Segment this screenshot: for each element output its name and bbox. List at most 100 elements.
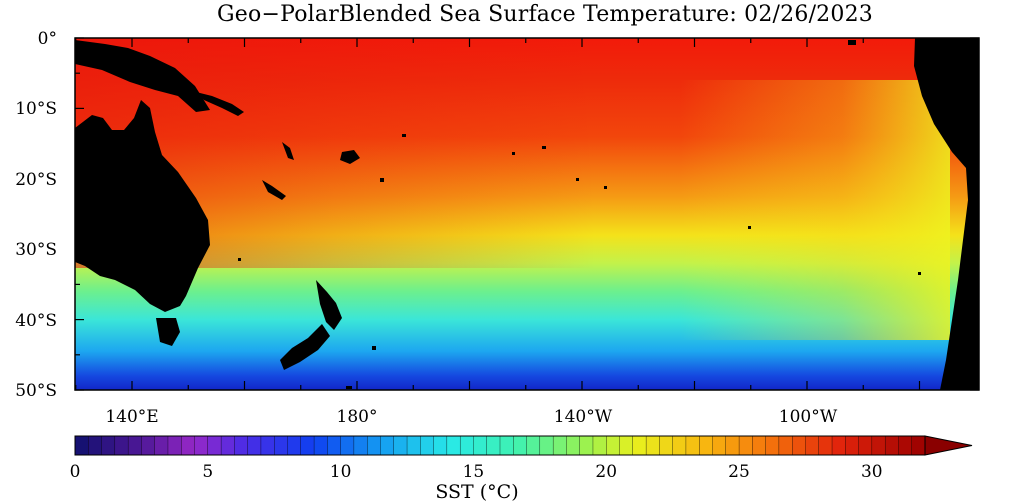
- colorbar-cell: [260, 435, 275, 456]
- colorbar-tick-label: 10: [330, 462, 352, 482]
- colorbar-cell: [792, 435, 806, 456]
- colorbar-frame: [74, 435, 926, 456]
- colorbar-tick-label: 20: [595, 462, 617, 482]
- solomon-islands: [196, 92, 244, 116]
- colorbar-tick-label: 30: [861, 462, 883, 482]
- colorbar-cell: [420, 435, 434, 456]
- colorbar-cell: [207, 435, 222, 456]
- lon-label: 180°: [337, 407, 378, 427]
- colorbar-cell: [659, 435, 674, 456]
- colorbar-cell: [911, 435, 926, 456]
- colorbar-cell: [74, 435, 89, 456]
- land: [75, 38, 979, 390]
- colorbar-cell: [499, 435, 514, 456]
- eastern-upwelling: [680, 80, 950, 340]
- colorbar-cell: [765, 435, 780, 456]
- colorbar-cell: [752, 435, 766, 456]
- lat-label: 20°S: [15, 170, 57, 190]
- tasmania: [156, 318, 180, 346]
- new-zealand-south: [280, 324, 330, 370]
- colorbar-cell: [592, 435, 607, 456]
- colorbar-cell: [632, 435, 647, 456]
- colorbar-cell: [672, 435, 687, 456]
- lat-label: 50°S: [15, 381, 57, 401]
- lat-label: 10°S: [15, 99, 57, 119]
- axis-ticks: [75, 37, 979, 391]
- colorbar-cell: [858, 435, 873, 456]
- colorbar-cell: [845, 435, 859, 456]
- colorbar-cell: [699, 435, 713, 456]
- sst-field: [75, 38, 979, 390]
- colorbar-cell: [433, 435, 448, 456]
- colorbar-cell: [101, 435, 116, 456]
- map-title: Geo−PolarBlended Sea Surface Temperature…: [217, 2, 873, 27]
- colorbar-cell: [367, 435, 381, 456]
- polynesia-islet: [512, 152, 515, 155]
- colorbar-cell: [725, 435, 740, 456]
- colorbar-cell: [167, 435, 182, 456]
- lat-label: 40°S: [15, 311, 57, 331]
- islet: [748, 226, 751, 229]
- polynesia-islet: [542, 146, 546, 149]
- islet: [402, 134, 406, 137]
- colorbar-cell: [340, 435, 355, 456]
- colorbar-tick-label: 25: [728, 462, 750, 482]
- colorbar-cell: [406, 435, 421, 456]
- vanuatu: [282, 142, 294, 160]
- colorbar-tick-label: 0: [70, 462, 81, 482]
- colorbar-cell: [606, 435, 620, 456]
- colorbar-cell: [300, 435, 315, 456]
- colorbar-cell: [88, 435, 102, 456]
- colorbar-tick-label: 15: [463, 462, 485, 482]
- colorbar-cell: [194, 435, 209, 456]
- colorbar-cell: [778, 435, 793, 456]
- lon-label: 140°E: [105, 407, 158, 427]
- colorbar-cell: [831, 435, 846, 456]
- colorbar-cell: [327, 435, 341, 456]
- colorbar-cell: [473, 435, 488, 456]
- colorbar: [74, 435, 926, 456]
- colorbar-cell: [486, 435, 501, 456]
- colorbar-cell: [513, 435, 527, 456]
- colorbar-cell: [539, 435, 554, 456]
- lord-howe-islet: [238, 258, 241, 261]
- lat-label: 30°S: [15, 240, 57, 260]
- lon-label: 100°W: [779, 407, 838, 427]
- colorbar-overflow-arrow: [924, 435, 973, 456]
- colorbar-cell: [871, 435, 886, 456]
- colorbar-cell: [645, 435, 660, 456]
- colorbar-cell: [287, 435, 302, 456]
- lon-label: 140°W: [554, 407, 613, 427]
- colorbar-cell: [274, 435, 288, 456]
- colorbar-cell: [247, 435, 262, 456]
- colorbar-cell: [619, 435, 634, 456]
- new-guinea: [75, 40, 210, 112]
- colorbar-cell: [353, 435, 368, 456]
- colorbar-cell: [393, 435, 408, 456]
- colorbar-cell: [526, 435, 541, 456]
- colorbar-cell: [446, 435, 461, 456]
- colorbar-cell: [114, 435, 129, 456]
- colorbar-cell: [712, 435, 727, 456]
- colorbar-tick-label: 5: [202, 462, 213, 482]
- colorbar-cell: [141, 435, 156, 456]
- colorbar-cell: [154, 435, 169, 456]
- fiji: [340, 150, 360, 164]
- tonga-islet: [380, 178, 384, 182]
- longitude-labels: 140°E 180° 140°W 100°W: [105, 407, 837, 427]
- islet: [346, 386, 352, 389]
- colorbar-cell: [459, 435, 474, 456]
- colorbar-cell: [685, 435, 700, 456]
- colorbar-cell: [220, 435, 235, 456]
- lat-label: 0°: [38, 29, 57, 49]
- colorbar-cell: [313, 435, 328, 456]
- colorbar-title: SST (°C): [435, 481, 518, 503]
- colorbar-cell: [818, 435, 833, 456]
- colorbar-tick-labels: 0 5 10 15 20 25 30: [70, 462, 883, 482]
- colorbar-cell: [579, 435, 594, 456]
- latitude-labels: 0° 10°S 20°S 30°S 40°S 50°S: [15, 29, 57, 401]
- polynesia-islet: [576, 178, 579, 181]
- colorbar-cell: [738, 435, 753, 456]
- south-america: [914, 38, 979, 390]
